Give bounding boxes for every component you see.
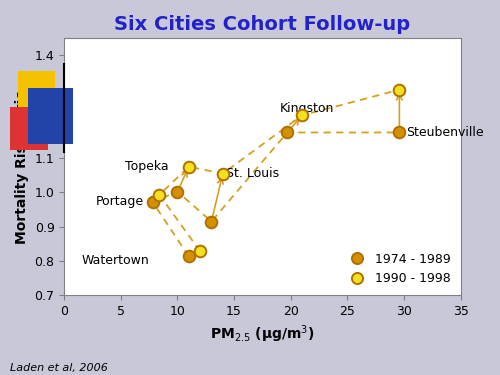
Point xyxy=(185,254,193,260)
Point xyxy=(196,248,204,254)
X-axis label: PM$_{2.5}$ (μg/m$^3$): PM$_{2.5}$ (μg/m$^3$) xyxy=(210,323,314,345)
Point xyxy=(156,192,164,198)
Title: Six Cities Cohort Follow-up: Six Cities Cohort Follow-up xyxy=(114,15,410,34)
Text: Laden et al, 2006: Laden et al, 2006 xyxy=(10,363,108,373)
Text: Steubenville: Steubenville xyxy=(406,126,484,139)
Y-axis label: Mortality Risk Ratio: Mortality Risk Ratio xyxy=(15,89,29,244)
Point xyxy=(284,129,292,135)
Point xyxy=(396,87,404,93)
Text: Kingston: Kingston xyxy=(280,102,334,115)
Point xyxy=(208,219,216,225)
Point xyxy=(219,171,227,177)
Point xyxy=(185,164,193,170)
Point xyxy=(174,189,182,195)
Text: Topeka: Topeka xyxy=(125,160,168,173)
Point xyxy=(148,199,156,205)
Point xyxy=(298,112,306,118)
Text: Portage: Portage xyxy=(96,195,144,208)
Point xyxy=(396,129,404,135)
Legend: 1974 - 1989, 1990 - 1998: 1974 - 1989, 1990 - 1998 xyxy=(341,249,454,289)
Text: St. Louis: St. Louis xyxy=(226,167,280,180)
Text: Watertown: Watertown xyxy=(82,254,149,267)
